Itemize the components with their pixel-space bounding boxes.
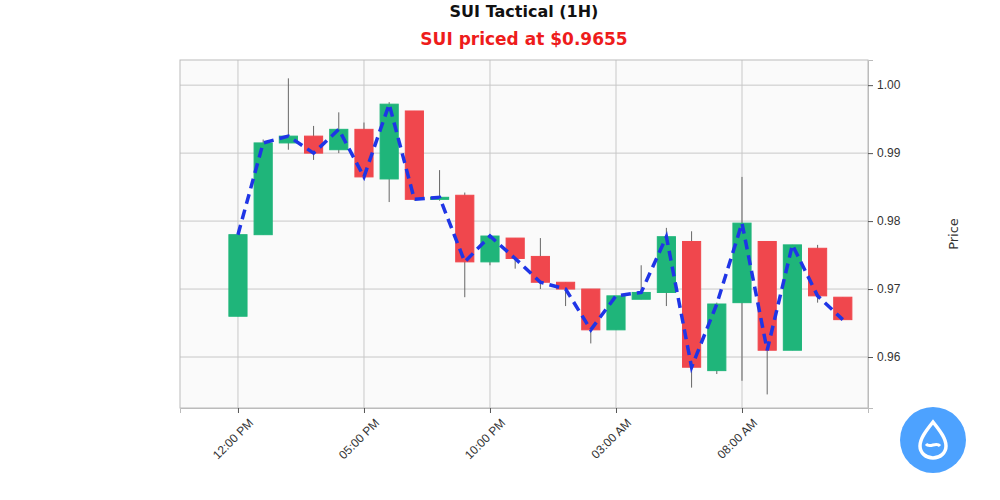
x-axis-line — [181, 409, 869, 414]
logo-circle — [900, 407, 966, 473]
y-tick-mark — [868, 153, 873, 154]
candle-body — [355, 129, 373, 177]
x-tick-mark — [490, 408, 491, 413]
y-axis-title: Price — [946, 218, 961, 250]
y-tick-mark — [868, 357, 873, 358]
x-tick: 03:00 AM — [589, 408, 635, 462]
y-tick-mark — [868, 289, 873, 290]
x-tick-label: 05:00 PM — [336, 416, 382, 462]
y-tick: 0.98 — [868, 214, 901, 228]
candle-body — [783, 245, 801, 350]
candle-body — [809, 248, 827, 296]
y-tick-mark — [868, 221, 873, 222]
candle-body — [834, 297, 852, 319]
plot-background — [180, 60, 868, 408]
x-tick-mark — [364, 408, 365, 413]
candle-body — [758, 241, 776, 350]
x-tick-mark — [616, 408, 617, 413]
y-axis: 0.96 0.97 0.98 0.99 1.00 — [868, 61, 901, 409]
x-axis: 12:00 PM 05:00 PM 10:00 PM 03:00 AM 08:00 AM — [181, 408, 869, 462]
y-tick-mark — [868, 85, 873, 86]
grid-line-y — [180, 357, 868, 358]
grid-line-y — [180, 221, 868, 222]
logo-wave — [926, 444, 940, 446]
y-tick: 0.99 — [868, 146, 901, 160]
y-tick-label: 0.97 — [877, 282, 901, 296]
y-tick-label: 0.98 — [877, 214, 901, 228]
candle-body — [254, 143, 272, 235]
candles — [229, 78, 852, 394]
chart: 12:00 PM 05:00 PM 10:00 PM 03:00 AM 08:00 AM… — [0, 0, 1000, 500]
candle-body — [708, 304, 726, 371]
title: SUI Tactical (1H) — [450, 2, 599, 21]
marks — [229, 78, 852, 394]
close-line — [238, 104, 843, 367]
grid-line-y — [180, 153, 868, 154]
subtitle: SUI priced at $0.9655 — [420, 29, 627, 49]
y-tick: 1.00 — [868, 78, 901, 92]
y-tick-label: 0.96 — [877, 350, 901, 364]
x-tick: 10:00 PM — [462, 408, 508, 462]
y-axis-line — [869, 61, 874, 409]
grid — [180, 60, 868, 408]
x-tick-label: 03:00 AM — [589, 416, 635, 462]
candle-body — [683, 241, 701, 367]
grid-line-x — [363, 60, 364, 408]
candle-body — [380, 104, 398, 179]
x-tick-label: 10:00 PM — [462, 416, 508, 462]
logo-drop — [920, 422, 946, 458]
candle-body — [531, 256, 549, 282]
x-tick-label: 08:00 AM — [715, 416, 761, 462]
grid-line-x — [615, 60, 616, 408]
candle-body — [229, 235, 247, 317]
x-tick-label: 12:00 PM — [210, 416, 256, 462]
x-tick-mark — [238, 408, 239, 413]
x-tick-mark — [742, 408, 743, 413]
y-tick: 0.97 — [868, 282, 901, 296]
candle-body — [456, 195, 474, 262]
grid-line-y — [180, 85, 868, 86]
logo — [900, 407, 966, 473]
candle-body — [405, 111, 423, 199]
x-tick: 12:00 PM — [210, 408, 256, 462]
x-tick: 08:00 AM — [715, 408, 761, 462]
plot-frame — [180, 60, 868, 408]
y-tick: 0.96 — [868, 350, 901, 364]
y-tick-label: 1.00 — [877, 78, 901, 92]
y-tick-label: 0.99 — [877, 146, 901, 160]
candle-body — [607, 296, 625, 330]
x-tick: 05:00 PM — [336, 408, 382, 462]
candle-body — [506, 238, 524, 258]
